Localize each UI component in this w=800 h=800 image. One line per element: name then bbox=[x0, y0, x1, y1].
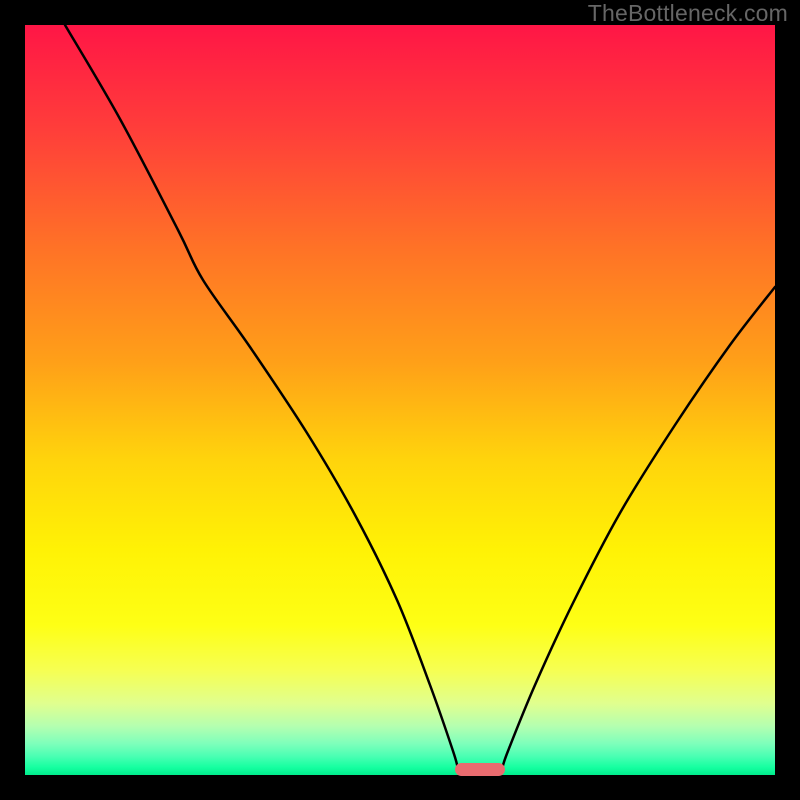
watermark: TheBottleneck.com bbox=[588, 0, 788, 27]
chart-frame: TheBottleneck.com bbox=[0, 0, 800, 800]
curve-left-branch bbox=[65, 25, 458, 769]
bottleneck-curve bbox=[25, 25, 775, 775]
plot-area bbox=[25, 25, 775, 775]
curve-right-branch bbox=[502, 287, 775, 769]
optimal-marker bbox=[455, 763, 505, 776]
